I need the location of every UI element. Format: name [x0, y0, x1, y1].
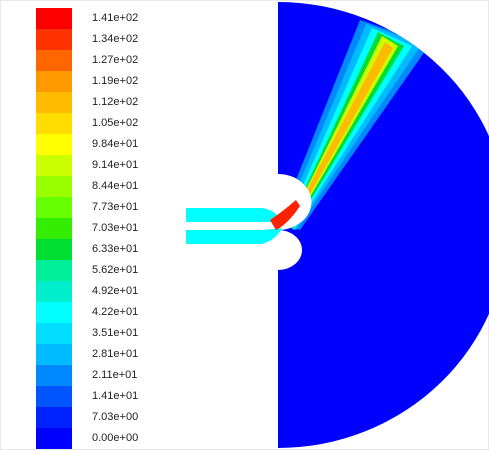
legend-row: 4.92e+01	[36, 281, 196, 302]
legend-row: 7.03e+00	[36, 407, 196, 428]
legend-label: 9.14e+01	[92, 159, 139, 171]
legend-swatch	[36, 8, 72, 29]
legend-label: 3.51e+01	[92, 327, 139, 339]
legend-label: 0.00e+00	[92, 432, 139, 444]
legend-swatch	[36, 134, 72, 155]
legend-swatch	[36, 260, 72, 281]
legend-label: 5.62e+01	[92, 264, 139, 276]
legend-swatch	[36, 323, 72, 344]
legend-label: 2.11e+01	[92, 369, 138, 381]
legend-label: 1.27e+02	[92, 54, 139, 66]
legend-label: 1.34e+02	[92, 33, 139, 45]
legend-row: 1.12e+02	[36, 92, 196, 113]
legend-label: 1.12e+02	[92, 96, 139, 108]
legend-label: 7.73e+01	[92, 201, 139, 213]
legend-row: 4.22e+01	[36, 302, 196, 323]
legend-swatch	[36, 92, 72, 113]
legend-label: 8.44e+01	[92, 180, 139, 192]
color-legend: 1.41e+02 1.34e+02 1.27e+02 1.19e+02 1.12e+02…	[36, 8, 196, 449]
legend-swatch	[36, 50, 72, 71]
legend-swatch	[36, 344, 72, 365]
legend-row: 3.51e+01	[36, 323, 196, 344]
legend-swatch	[36, 239, 72, 260]
legend-row: 9.84e+01	[36, 134, 196, 155]
legend-row: 1.34e+02	[36, 29, 196, 50]
legend-row: 1.41e+02	[36, 8, 196, 29]
legend-row: 5.62e+01	[36, 260, 196, 281]
legend-swatch	[36, 197, 72, 218]
legend-label: 4.92e+01	[92, 285, 139, 297]
legend-swatch	[36, 29, 72, 50]
legend-label: 9.84e+01	[92, 138, 139, 150]
legend-row: 7.03e+01	[36, 218, 196, 239]
legend-row: 0.00e+00	[36, 428, 196, 449]
legend-swatch	[36, 218, 72, 239]
legend-label: 1.41e+02	[92, 12, 139, 24]
inlet-lower-channel	[186, 228, 282, 244]
legend-label: 1.19e+02	[92, 75, 139, 87]
legend-label: 1.41e+01	[92, 390, 139, 402]
legend-swatch	[36, 281, 72, 302]
legend-label: 7.03e+01	[92, 222, 139, 234]
legend-row: 2.11e+01	[36, 365, 196, 386]
legend-row: 7.73e+01	[36, 197, 196, 218]
inlet-gap	[186, 222, 280, 230]
legend-label: 1.05e+02	[92, 117, 139, 129]
legend-row: 9.14e+01	[36, 155, 196, 176]
throat-hot-core	[270, 200, 300, 230]
legend-label: 4.22e+01	[92, 306, 139, 318]
legend-label: 7.03e+00	[92, 411, 139, 423]
legend-swatch	[36, 365, 72, 386]
legend-row: 8.44e+01	[36, 176, 196, 197]
legend-swatch	[36, 113, 72, 134]
legend-swatch	[36, 407, 72, 428]
legend-row: 1.05e+02	[36, 113, 196, 134]
legend-swatch	[36, 71, 72, 92]
legend-label: 6.33e+01	[92, 243, 139, 255]
legend-row: 1.19e+02	[36, 71, 196, 92]
jet-band-5	[290, 42, 393, 226]
legend-row: 1.27e+02	[36, 50, 196, 71]
legend-label: 2.81e+01	[92, 348, 139, 360]
legend-row: 1.41e+01	[36, 386, 196, 407]
legend-swatch	[36, 386, 72, 407]
legend-swatch	[36, 302, 72, 323]
legend-swatch	[36, 176, 72, 197]
legend-row: 2.81e+01	[36, 344, 196, 365]
legend-swatch	[36, 155, 72, 176]
legend-row: 6.33e+01	[36, 239, 196, 260]
legend-swatch	[36, 428, 72, 449]
inlet-upper-channel	[186, 208, 282, 222]
